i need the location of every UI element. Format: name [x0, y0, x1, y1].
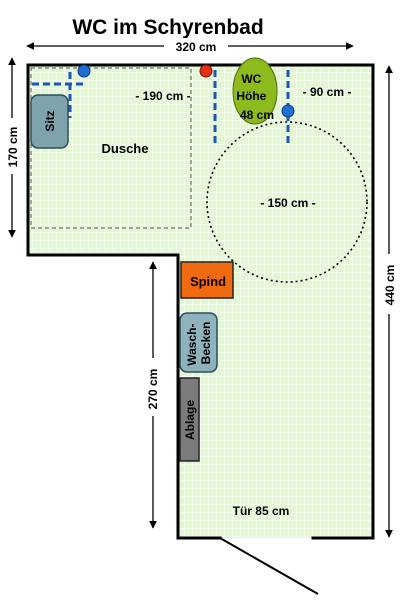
wc-label-line1: WC [241, 72, 261, 86]
dim-turning-circle-label: - 150 cm - [260, 196, 315, 210]
shelf-label: Ablage [183, 400, 197, 440]
walls [26, 63, 375, 540]
locker-label: Spind [190, 274, 226, 289]
dim-shower-width-label: - 190 cm - [135, 89, 190, 103]
shower-control-dot [77, 64, 91, 78]
dim-width-label: 320 cm [176, 40, 217, 54]
locker [180, 261, 234, 299]
wc-label-line3: 48 cm [240, 108, 274, 122]
wc-toilet [232, 57, 278, 125]
dim-door-label: Tür 85 cm [233, 504, 290, 518]
sink-label: Wasch- Becken [185, 320, 213, 366]
sink [179, 312, 218, 373]
shower-area [30, 67, 192, 229]
room-floor [28, 65, 373, 538]
plan-title: WC im Schyrenbad [72, 16, 263, 39]
shower-label: Dusche [102, 141, 149, 156]
wc-label: WC Höhe 48 cm [236, 72, 274, 122]
dim-right-height-label: 440 cm [383, 265, 397, 306]
dim-left-height-label: 170 cm [6, 127, 20, 168]
flush-button-dot [281, 104, 295, 118]
shelf [179, 377, 200, 462]
dim-wc-side-label: - 90 cm - [303, 85, 352, 99]
door-leaf [219, 537, 319, 595]
turning-circle [206, 121, 368, 283]
sink-label-line1: Wasch- [185, 324, 199, 366]
dim-lower-height-label: 270 cm [146, 369, 160, 410]
shower-seat-label: Sitz [43, 110, 57, 131]
emergency-pull-dot [199, 64, 213, 78]
shower-seat [30, 94, 69, 149]
wc-label-line2: Höhe [236, 89, 266, 103]
sink-label-line2: Becken [199, 322, 213, 365]
